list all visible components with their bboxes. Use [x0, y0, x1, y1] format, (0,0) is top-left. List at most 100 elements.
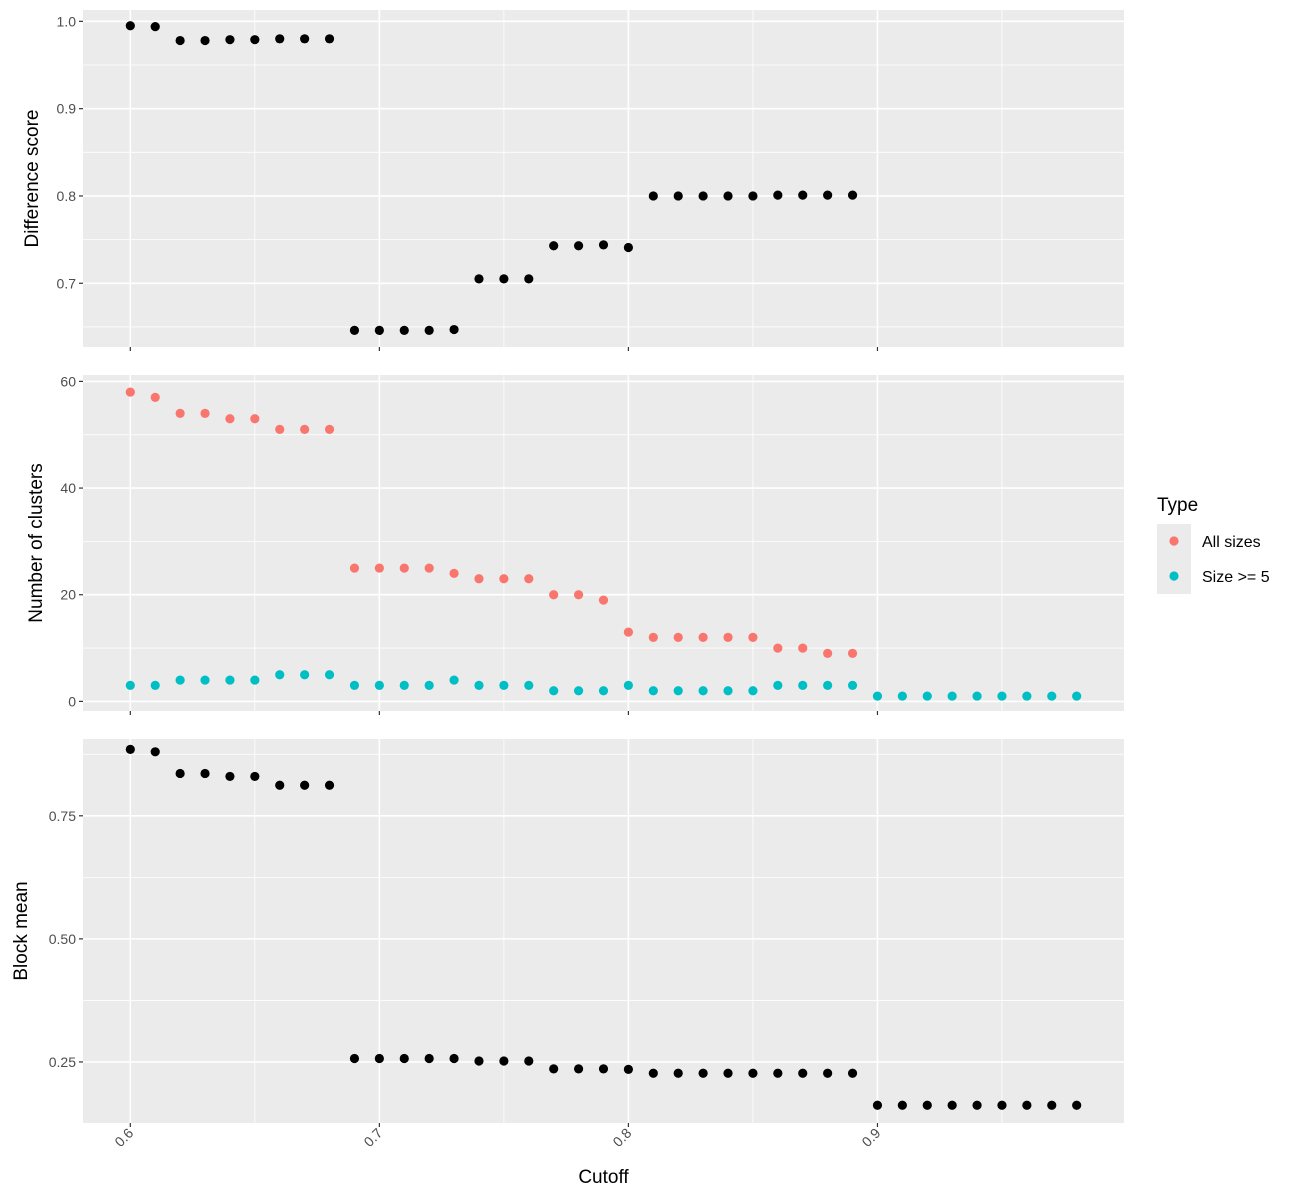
x-tick-label: 0.8	[609, 1125, 634, 1150]
data-point	[275, 780, 285, 790]
data-point	[1072, 691, 1082, 701]
data-point	[648, 191, 658, 201]
data-point	[673, 191, 683, 201]
data-point	[1047, 691, 1057, 701]
data-point	[399, 325, 409, 336]
data-point	[598, 1064, 609, 1074]
data-point	[798, 1068, 808, 1078]
data-point	[623, 680, 634, 691]
data-point	[225, 675, 235, 685]
data-point	[399, 563, 409, 573]
legend-label-all-sizes: All sizes	[1202, 534, 1261, 551]
data-point	[549, 590, 559, 600]
data-point	[847, 648, 858, 659]
legend-label-size-5: Size >= 5	[1202, 569, 1270, 586]
data-point	[872, 1100, 883, 1110]
data-point	[474, 274, 484, 284]
data-point	[573, 1064, 584, 1074]
data-point	[524, 1056, 534, 1066]
legend-key-size-5	[1169, 571, 1179, 581]
data-point	[748, 1068, 758, 1078]
data-point	[399, 1053, 409, 1064]
data-point	[698, 1068, 708, 1078]
data-point	[449, 1053, 459, 1064]
data-point	[972, 691, 982, 701]
panel-1: 0.7 0.8 0.9 1.0 Difference score	[22, 10, 1124, 351]
data-point	[623, 627, 634, 637]
data-point	[424, 563, 434, 573]
y-axis-title: Difference score	[22, 110, 43, 248]
y-tick-label: 0.50	[49, 931, 76, 947]
data-point	[897, 1100, 907, 1110]
data-point	[424, 680, 434, 691]
data-point	[200, 408, 210, 418]
data-point	[250, 675, 260, 685]
data-point	[573, 590, 584, 600]
data-point	[573, 686, 584, 696]
x-axis-title: Cutoff	[578, 1167, 629, 1188]
data-point	[698, 191, 708, 201]
data-point	[449, 675, 459, 685]
data-point	[872, 691, 883, 701]
data-point	[374, 1053, 384, 1064]
y-tick-label: 20	[60, 587, 76, 603]
data-point	[499, 680, 509, 691]
x-axis: 0.6 0.7 0.8 0.9	[111, 1125, 883, 1150]
data-point	[175, 768, 185, 779]
data-point	[300, 34, 310, 44]
data-point	[1047, 1100, 1057, 1110]
data-point	[748, 686, 758, 696]
data-point	[623, 242, 634, 253]
data-point	[300, 424, 310, 434]
panel-background	[83, 739, 1124, 1123]
data-point	[349, 1053, 360, 1064]
data-point	[349, 563, 360, 573]
data-point	[823, 1068, 833, 1078]
data-point	[275, 424, 285, 434]
data-point	[573, 241, 584, 251]
data-point	[723, 632, 733, 643]
data-point	[250, 35, 260, 45]
data-point	[623, 1064, 634, 1074]
data-point	[947, 1100, 957, 1110]
data-point	[823, 680, 833, 691]
data-point	[798, 643, 808, 653]
data-point	[1022, 1100, 1032, 1110]
data-point	[499, 274, 509, 284]
data-point	[549, 686, 559, 696]
y-tick-label: 0	[68, 693, 76, 709]
data-point	[823, 648, 833, 659]
panel-3: 0.25 0.50 0.75 Block mean	[11, 739, 1124, 1127]
data-point	[499, 1056, 509, 1066]
series-1	[125, 387, 858, 659]
y-axis-title: Number of clusters	[26, 463, 47, 622]
y-tick-label: 1.0	[57, 13, 77, 29]
data-point	[125, 680, 135, 691]
data-point	[250, 771, 260, 782]
data-point	[549, 1064, 559, 1074]
data-point	[947, 691, 957, 701]
data-point	[524, 574, 534, 584]
data-point	[125, 387, 135, 397]
series-2	[125, 670, 1082, 701]
data-point	[1072, 1100, 1082, 1110]
data-point	[823, 190, 833, 200]
data-point	[673, 1068, 683, 1078]
data-point	[673, 686, 683, 696]
data-point	[773, 190, 783, 200]
data-point	[324, 34, 335, 44]
data-point	[499, 574, 509, 584]
data-point	[150, 680, 160, 691]
data-point	[300, 670, 310, 680]
data-point	[349, 680, 360, 691]
data-point	[374, 563, 384, 573]
data-point	[847, 190, 858, 200]
data-point	[374, 325, 384, 336]
y-tick-label: 0.7	[57, 275, 77, 291]
data-point	[997, 1100, 1007, 1110]
series-1	[125, 21, 858, 336]
data-point	[200, 35, 210, 46]
data-point	[648, 686, 658, 696]
y-tick-label: 0.8	[57, 188, 77, 204]
data-point	[275, 34, 285, 44]
